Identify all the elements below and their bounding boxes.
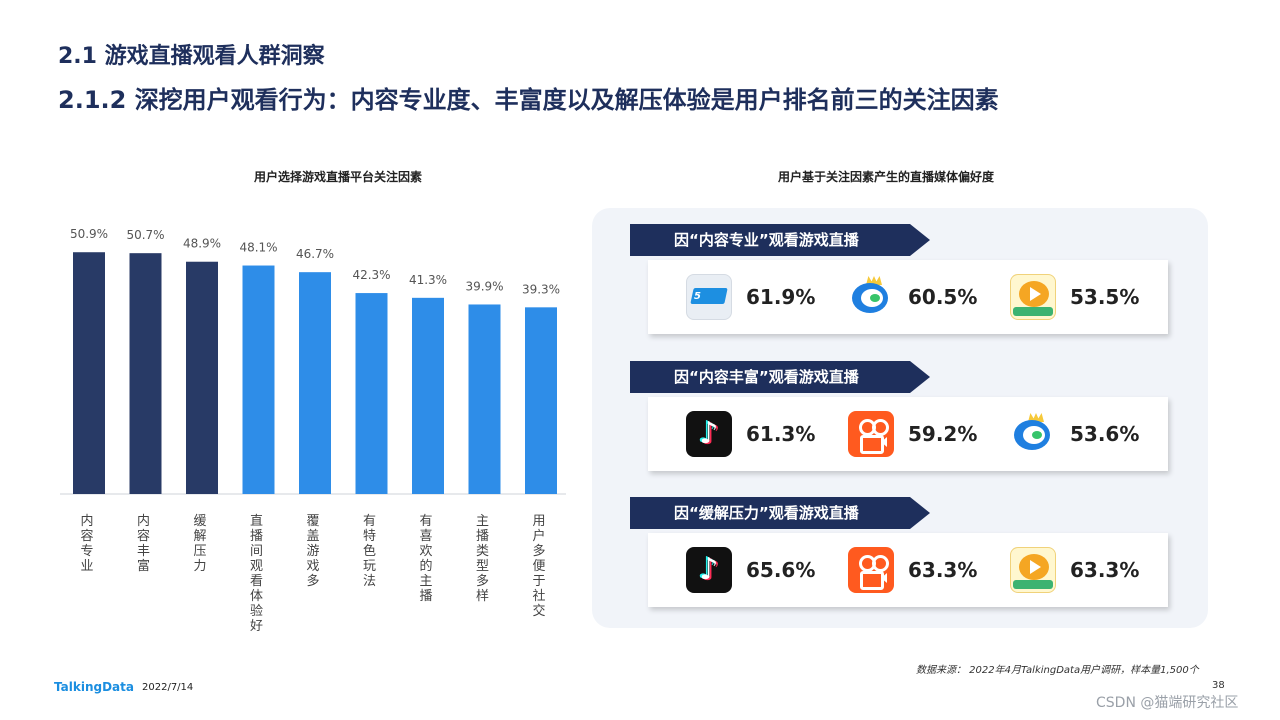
bar	[525, 307, 557, 494]
bar-value-label: 46.7%	[296, 247, 334, 261]
talkingdata-logo: TalkingData	[54, 680, 134, 694]
category-label: 用户多便于社交	[532, 514, 545, 619]
bar-value-label: 39.9%	[465, 279, 503, 293]
category-label: 主播类型多样	[476, 514, 489, 604]
category-label: 内容丰富	[137, 513, 150, 574]
category-label: 有特色玩法	[363, 514, 376, 589]
app-item: 60.5%	[848, 274, 977, 320]
watermark: CSDN @猫端研究社区	[1096, 695, 1239, 711]
app-item: ♪ 65.6%	[686, 547, 815, 593]
group-card-rich: ♪ 61.3% 59.2% 53.6%	[648, 397, 1168, 471]
app-icon-kuaishou	[848, 411, 894, 457]
app-item: ♪ 61.3%	[686, 411, 815, 457]
category-label: 覆盖游戏多	[306, 514, 319, 589]
group-card-relief: ♪ 65.6% 63.3% 63.3%	[648, 533, 1168, 607]
bar	[299, 272, 331, 494]
app-value: 63.3%	[1070, 558, 1140, 582]
group-card-professional: 5 61.9% 60.5% 53.5%	[648, 260, 1168, 334]
app-item: 59.2%	[848, 411, 977, 457]
group-banner-professional: 因“内容专业”观看游戏直播	[630, 224, 930, 256]
app-icon-blue-ring	[848, 274, 894, 320]
group-banner-rich: 因“内容丰富”观看游戏直播	[630, 361, 930, 393]
app-item: 53.6%	[1010, 411, 1139, 457]
category-label: 内容专业	[80, 513, 93, 574]
app-value: 53.6%	[1070, 422, 1140, 446]
app-item: 63.3%	[848, 547, 977, 593]
bar-chart-title: 用户选择游戏直播平台关注因素	[254, 170, 423, 184]
app-value: 60.5%	[908, 285, 978, 309]
bar	[468, 304, 501, 494]
app-icon-blue-badge: 5	[686, 274, 732, 320]
category-label: 缓解压力	[193, 514, 206, 574]
app-icon-orange-play	[1010, 274, 1056, 320]
page-number: 38	[1212, 680, 1225, 691]
bar	[242, 265, 275, 494]
bar-value-label: 39.3%	[522, 282, 560, 296]
app-value: 59.2%	[908, 422, 978, 446]
section-title: 2.1 游戏直播观看人群洞察	[58, 44, 325, 69]
app-value: 61.9%	[746, 285, 816, 309]
group-banner-relief: 因“缓解压力”观看游戏直播	[630, 497, 930, 529]
app-icon-orange-play	[1010, 547, 1056, 593]
preference-panel-title: 用户基于关注因素产生的直播媒体偏好度	[778, 170, 995, 184]
app-icon-douyin: ♪	[686, 547, 732, 593]
app-value: 65.6%	[746, 558, 816, 582]
bar	[129, 253, 162, 494]
bar	[412, 297, 444, 494]
footer-date: 2022/7/14	[142, 682, 194, 693]
data-source-note: 数据来源： 2022年4月TalkingData用户调研，样本量1,500个	[916, 665, 1199, 676]
page-title: 2.1.2 深挖用户观看行为：内容专业度、丰富度以及解压体验是用户排名前三的关注…	[58, 86, 999, 114]
app-value: 63.3%	[908, 558, 978, 582]
category-label: 有喜欢的主播	[419, 514, 432, 604]
app-item: 5 61.9%	[686, 274, 815, 320]
bar-value-label: 48.9%	[183, 237, 221, 251]
bar-value-label: 42.3%	[352, 268, 390, 282]
bar-chart: 50.9% 内容专业 50.7% 内容丰富 48.9% 缓解压力 48.1% 直播间观看体验好…	[60, 227, 566, 634]
bar-value-label: 50.9%	[70, 227, 108, 241]
app-icon-blue-ring	[1010, 411, 1056, 457]
app-icon-kuaishou	[848, 547, 894, 593]
app-item: 53.5%	[1010, 274, 1139, 320]
app-value: 53.5%	[1070, 285, 1140, 309]
bar-value-label: 50.7%	[126, 228, 164, 242]
bar-value-label: 41.3%	[409, 273, 447, 287]
category-label: 直播间观看体验好	[250, 514, 263, 634]
bar	[186, 261, 218, 494]
app-item: 63.3%	[1010, 547, 1139, 593]
app-value: 61.3%	[746, 422, 816, 446]
bar-value-label: 48.1%	[239, 241, 277, 255]
bar	[355, 293, 388, 494]
app-icon-douyin: ♪	[686, 411, 732, 457]
bar	[73, 252, 105, 494]
